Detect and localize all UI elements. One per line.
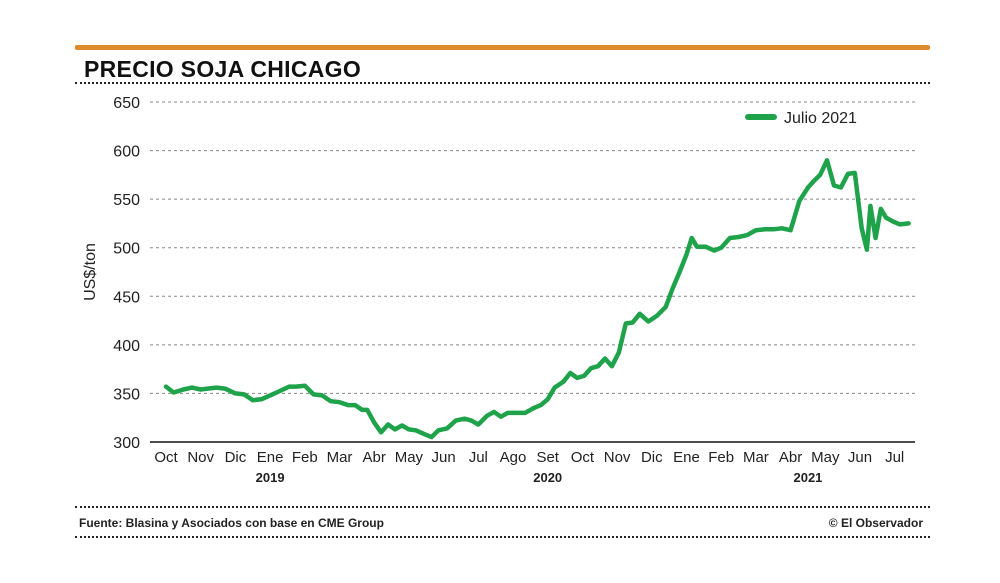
year-label: 2020: [533, 470, 562, 485]
title-divider: [75, 82, 930, 84]
x-tick-label: Feb: [292, 449, 318, 466]
credit-note: © El Observador: [828, 516, 923, 530]
footer-divider-top: [75, 506, 930, 508]
y-tick-label: 450: [113, 289, 140, 306]
x-tick-label: Oct: [154, 449, 178, 466]
chart-title: PRECIO SOJA CHICAGO: [84, 56, 362, 82]
x-tick-label: Set: [536, 449, 559, 466]
y-tick-label: 300: [113, 435, 140, 452]
x-tick-label: Abr: [779, 449, 802, 466]
top-accent-rule: [75, 45, 930, 50]
y-tick-label: 350: [113, 386, 140, 403]
series-group: [163, 158, 911, 440]
y-tick-label: 400: [113, 338, 140, 355]
x-tick-label: Ene: [673, 449, 700, 466]
y-tick-label: 650: [113, 95, 140, 112]
x-tick-label: May: [811, 449, 840, 466]
x-tick-label: Mar: [743, 449, 769, 466]
x-tick-label: May: [395, 449, 424, 466]
year-label: 2021: [793, 470, 822, 485]
y-axis-label: US$/ton: [82, 243, 99, 301]
x-axis-ticks: Oct Nov Dic Ene Feb Mar Abr May Jun Jul Ago Set Oct N…: [154, 449, 904, 466]
x-tick-label: Ene: [257, 449, 284, 466]
x-tick-label: Nov: [604, 449, 631, 466]
x-tick-label: Oct: [571, 449, 595, 466]
x-tick-label: Nov: [187, 449, 214, 466]
y-tick-label: 500: [113, 241, 140, 258]
y-axis-ticks: 300 350 400 450 500 550 600 650: [113, 95, 140, 452]
source-note: Fuente: Blasina y Asociados con base en …: [79, 516, 384, 530]
x-tick-label: Jul: [469, 449, 488, 466]
x-tick-label: Dic: [225, 449, 247, 466]
legend-label: Julio 2021: [784, 110, 857, 127]
x-tick-label: Jun: [848, 449, 872, 466]
footer-divider-bottom: [75, 536, 930, 538]
x-tick-label: Jul: [885, 449, 904, 466]
y-tick-label: 600: [113, 144, 140, 161]
x-tick-label: Abr: [363, 449, 386, 466]
series-line: [163, 158, 911, 440]
x-tick-label: Jun: [432, 449, 456, 466]
y-tick-label: 550: [113, 192, 140, 209]
year-labels: 2019 2020 2021: [256, 470, 823, 485]
grid-lines: [150, 101, 915, 394]
legend: Julio 2021: [745, 110, 857, 127]
x-tick-label: Feb: [708, 449, 734, 466]
x-tick-label: Mar: [327, 449, 353, 466]
x-tick-label: Ago: [500, 449, 527, 466]
year-label: 2019: [256, 470, 285, 485]
x-tick-label: Dic: [641, 449, 663, 466]
